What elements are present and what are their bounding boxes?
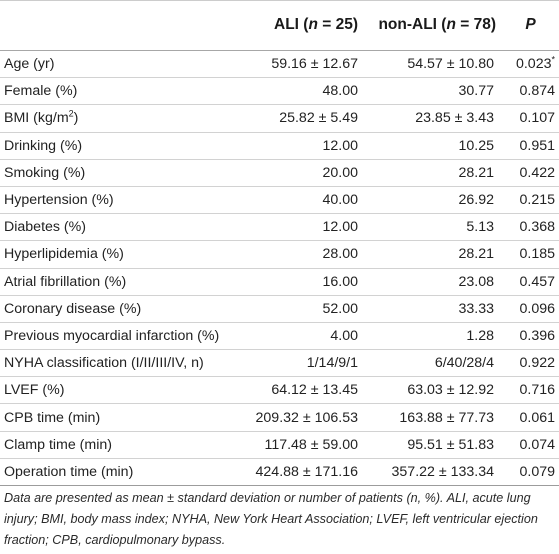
table-row: Clamp time (min) 117.48 ± 59.00 95.51 ± … — [0, 431, 559, 459]
row-label: Hypertension (%) — [0, 186, 210, 215]
data-table: ALI (n = 25) non-ALI (n = 78) P Age (yr)… — [0, 0, 559, 487]
p-value: 0.061 — [502, 403, 559, 432]
row-label: Atrial fibrillation (%) — [0, 268, 210, 296]
row-label: Female (%) — [0, 77, 210, 106]
ali-value: 64.12 ± 13.45 — [210, 376, 372, 405]
non-ali-value: 95.51 ± 51.83 — [372, 431, 502, 459]
row-label: Drinking (%) — [0, 132, 210, 160]
p-value: 0.874 — [502, 77, 559, 106]
ali-value: 209.32 ± 106.53 — [210, 403, 372, 432]
row-label: CPB time (min) — [0, 403, 210, 432]
p-value: 0.422 — [502, 159, 559, 187]
row-label: Coronary disease (%) — [0, 295, 210, 323]
ali-value: 25.82 ± 5.49 — [210, 104, 372, 133]
ali-value: 40.00 — [210, 186, 372, 215]
table-row: NYHA classification (I/II/III/IV, n) 1/1… — [0, 349, 559, 378]
table-row: Female (%) 48.00 30.77 0.874 — [0, 77, 559, 106]
ali-value: 12.00 — [210, 213, 372, 242]
row-label: BMI (kg/m2) — [0, 104, 210, 133]
significance-mark: * — [551, 54, 555, 65]
non-ali-value: 10.25 — [372, 132, 502, 160]
non-ali-value: 63.03 ± 12.92 — [372, 376, 502, 405]
header-row: ALI (n = 25) non-ALI (n = 78) P — [0, 0, 559, 51]
table-row: Previous myocardial infarction (%) 4.00 … — [0, 322, 559, 351]
row-label: Hyperlipidemia (%) — [0, 240, 210, 269]
table-row: Hyperlipidemia (%) 28.00 28.21 0.185 — [0, 240, 559, 269]
table-footnote: Data are presented as mean ± standard de… — [4, 491, 538, 547]
row-label: NYHA classification (I/II/III/IV, n) — [0, 349, 210, 378]
table-row: CPB time (min) 209.32 ± 106.53 163.88 ± … — [0, 403, 559, 432]
ali-value: 52.00 — [210, 295, 372, 323]
header-variable — [0, 0, 210, 51]
ali-value: 4.00 — [210, 322, 372, 351]
row-label: Age (yr) — [0, 50, 210, 79]
p-value: 0.185 — [502, 240, 559, 269]
p-value: 0.457 — [502, 268, 559, 296]
row-label: LVEF (%) — [0, 376, 210, 405]
p-value: 0.074 — [502, 431, 559, 459]
non-ali-value: 28.21 — [372, 240, 502, 269]
table-row: Diabetes (%) 12.00 5.13 0.368 — [0, 213, 559, 242]
ali-value: 28.00 — [210, 240, 372, 269]
ali-value: 48.00 — [210, 77, 372, 106]
non-ali-value: 54.57 ± 10.80 — [372, 50, 502, 79]
p-value: 0.396 — [502, 322, 559, 351]
row-label: Diabetes (%) — [0, 213, 210, 242]
non-ali-value: 163.88 ± 77.73 — [372, 403, 502, 432]
ali-value: 20.00 — [210, 159, 372, 187]
non-ali-value: 30.77 — [372, 77, 502, 106]
header-non-ali: non-ALI (n = 78) — [372, 0, 502, 51]
row-label: Operation time (min) — [0, 458, 210, 487]
table-row: Age (yr) 59.16 ± 12.67 54.57 ± 10.80 0.0… — [0, 50, 559, 79]
p-value: 0.107 — [502, 104, 559, 133]
table-row: Smoking (%) 20.00 28.21 0.422 — [0, 159, 559, 187]
row-label: Clamp time (min) — [0, 431, 210, 459]
p-value: 0.368 — [502, 213, 559, 242]
ali-value: 12.00 — [210, 132, 372, 160]
non-ali-value: 23.08 — [372, 268, 502, 296]
non-ali-value: 5.13 — [372, 213, 502, 242]
table-row: Atrial fibrillation (%) 16.00 23.08 0.45… — [0, 268, 559, 296]
non-ali-value: 28.21 — [372, 159, 502, 187]
ali-value: 424.88 ± 171.16 — [210, 458, 372, 487]
p-value: 0.215 — [502, 186, 559, 215]
non-ali-value: 1.28 — [372, 322, 502, 351]
header-p: P — [502, 0, 559, 51]
table-row: BMI (kg/m2) 25.82 ± 5.49 23.85 ± 3.43 0.… — [0, 104, 559, 133]
p-value: 0.951 — [502, 132, 559, 160]
p-value: 0.096 — [502, 295, 559, 323]
table-row: LVEF (%) 64.12 ± 13.45 63.03 ± 12.92 0.7… — [0, 376, 559, 405]
non-ali-value: 26.92 — [372, 186, 502, 215]
row-label: Previous myocardial infarction (%) — [0, 322, 219, 351]
p-value: 0.922 — [502, 349, 559, 378]
table-row: Coronary disease (%) 52.00 33.33 0.096 — [0, 295, 559, 323]
table-row: Drinking (%) 12.00 10.25 0.951 — [0, 132, 559, 160]
header-ali: ALI (n = 25) — [210, 0, 372, 51]
table-row: Hypertension (%) 40.00 26.92 0.215 — [0, 186, 559, 215]
row-label: Smoking (%) — [0, 159, 210, 187]
p-value: 0.079 — [502, 458, 559, 487]
non-ali-value: 6/40/28/4 — [372, 349, 502, 378]
p-value: 0.023* — [502, 50, 559, 79]
p-value: 0.716 — [502, 376, 559, 405]
non-ali-value: 357.22 ± 133.34 — [372, 458, 502, 487]
ali-value: 16.00 — [210, 268, 372, 296]
table-row: Operation time (min) 424.88 ± 171.16 357… — [0, 458, 559, 487]
ali-value: 117.48 ± 59.00 — [210, 431, 372, 459]
ali-value: 59.16 ± 12.67 — [210, 50, 372, 79]
non-ali-value: 23.85 ± 3.43 — [372, 104, 502, 133]
ali-value: 1/14/9/1 — [210, 349, 372, 378]
non-ali-value: 33.33 — [372, 295, 502, 323]
